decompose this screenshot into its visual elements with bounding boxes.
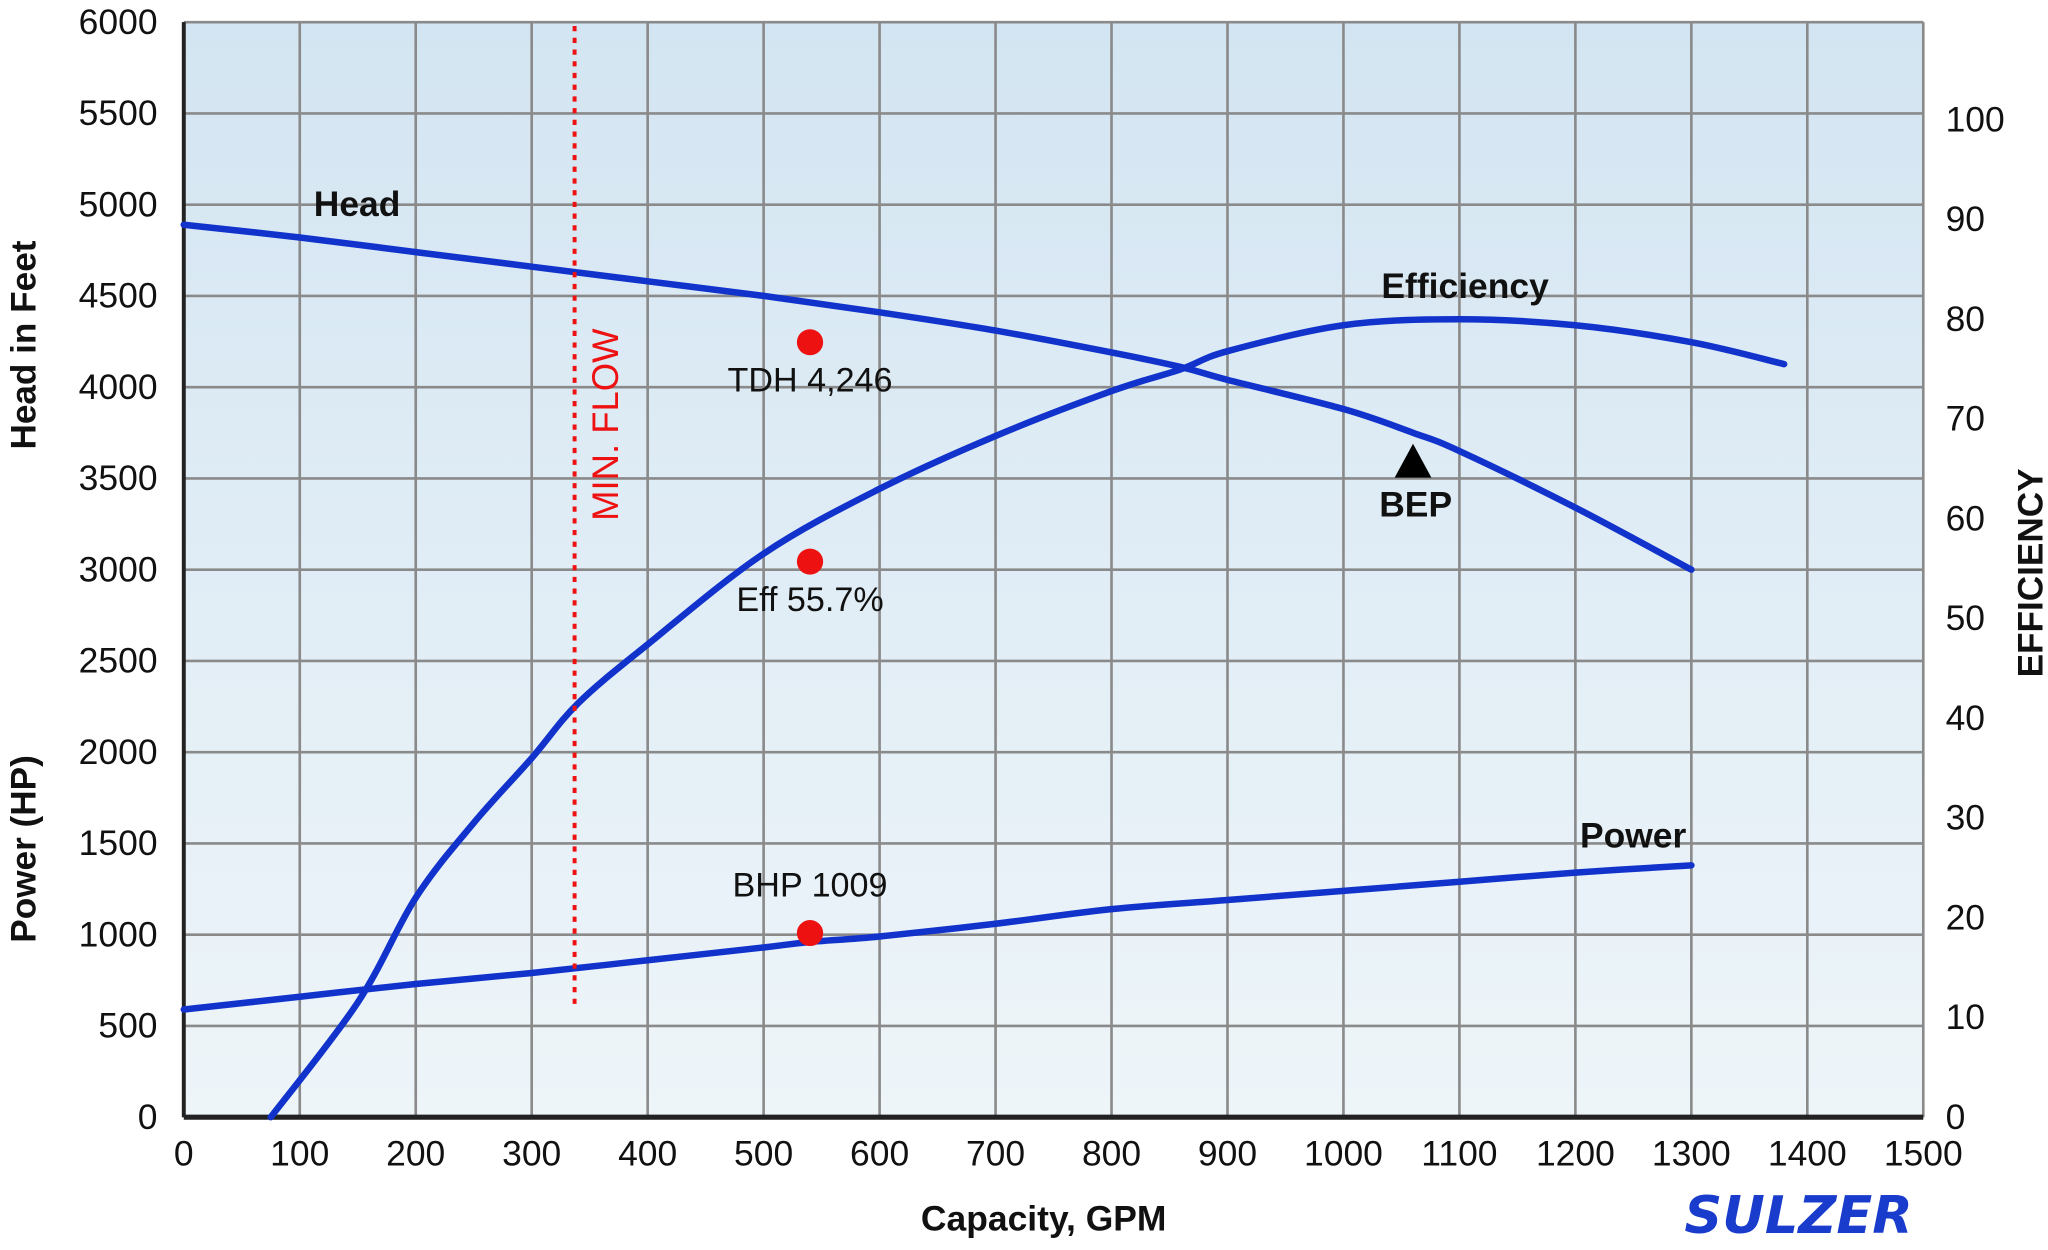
x-tick-label: 1100: [1421, 1134, 1497, 1173]
bep-triangle-icon: [1394, 443, 1432, 478]
efficiency-series-label: Efficiency: [1381, 267, 1549, 306]
grid: [181, 20, 1925, 1120]
markers: MIN. FLOW TDH 4,246 Eff 55.7% BHP 1009 BEP: [572, 26, 1452, 1010]
y-tick-label: 3000: [79, 551, 158, 590]
x-tick-label: 1500: [1884, 1134, 1963, 1173]
y-right-tick-label: 90: [1946, 200, 1985, 239]
x-tick-label: 100: [270, 1134, 329, 1173]
operating-point-label: BHP 1009: [733, 867, 888, 905]
tick-labels: 0 100 200 300 400 500 600 700 800 900 1000 1100 1200…: [79, 3, 2005, 1173]
y-right-tick-label: 80: [1946, 300, 1985, 339]
y-right-tick-label: 20: [1946, 899, 1985, 938]
power-series-label: Power: [1580, 817, 1687, 856]
x-tick-label: 1200: [1536, 1134, 1615, 1173]
operating-point-marker: [796, 548, 824, 575]
x-tick-label: 200: [386, 1134, 445, 1173]
operating-point-marker: [796, 920, 824, 947]
x-axis-label: Capacity, GPM: [921, 1200, 1167, 1239]
x-tick-label: 800: [1082, 1134, 1141, 1173]
y-tick-label: 500: [98, 1007, 157, 1046]
y-axis-label-power: Power (HP): [4, 755, 43, 943]
min-flow-label: MIN. FLOW: [585, 328, 626, 521]
y-tick-label: 4500: [79, 277, 158, 316]
series: Head Efficiency Power: [180, 185, 1788, 1121]
y-tick-label: 2000: [79, 733, 158, 772]
y-tick-label: 5500: [79, 94, 158, 133]
y-tick-label: 0: [138, 1098, 158, 1137]
y-axis-label-head: Head in Feet: [4, 240, 43, 449]
y-right-tick-label: 30: [1946, 799, 1985, 838]
x-tick-label: 300: [502, 1134, 561, 1173]
y-tick-label: 1000: [79, 916, 158, 955]
y-axis-label-efficiency: EFFICIENCY: [2012, 468, 2048, 677]
y-tick-label: 6000: [79, 3, 158, 42]
y-right-tick-label: 70: [1946, 400, 1985, 439]
x-tick-label: 600: [850, 1134, 909, 1173]
operating-point-label: TDH 4,246: [728, 362, 893, 400]
x-tick-label: 700: [966, 1134, 1025, 1173]
y-right-tick-label: 0: [1946, 1098, 1966, 1137]
y-tick-label: 2500: [79, 642, 158, 681]
y-right-tick-label: 100: [1946, 101, 2005, 140]
power-curve: [180, 862, 1695, 1013]
y-right-tick-label: 50: [1946, 599, 1985, 638]
head-series-label: Head: [314, 185, 401, 224]
y-tick-label: 1500: [79, 824, 158, 863]
y-right-tick-label: 10: [1946, 998, 1985, 1037]
x-tick-label: 900: [1198, 1134, 1257, 1173]
x-tick-label: 500: [734, 1134, 793, 1173]
head-curve: [180, 221, 1695, 573]
efficiency-curve: [267, 316, 1788, 1121]
y-tick-label: 4000: [79, 368, 158, 407]
y-right-tick-label: 60: [1946, 500, 1985, 539]
y-right-tick-label: 40: [1946, 699, 1985, 738]
x-tick-label: 0: [174, 1134, 194, 1173]
y-tick-label: 5000: [79, 185, 158, 224]
y-tick-label: 3500: [79, 459, 158, 498]
operating-point-marker: [796, 329, 824, 356]
x-tick-label: 400: [618, 1134, 677, 1173]
x-tick-label: 1400: [1768, 1134, 1847, 1173]
operating-point-label: Eff 55.7%: [736, 581, 883, 619]
sulzer-logo: SULZER: [1684, 1185, 1912, 1246]
x-tick-label: 1000: [1304, 1134, 1383, 1173]
bep-label: BEP: [1379, 486, 1452, 525]
x-tick-label: 1300: [1652, 1134, 1731, 1173]
